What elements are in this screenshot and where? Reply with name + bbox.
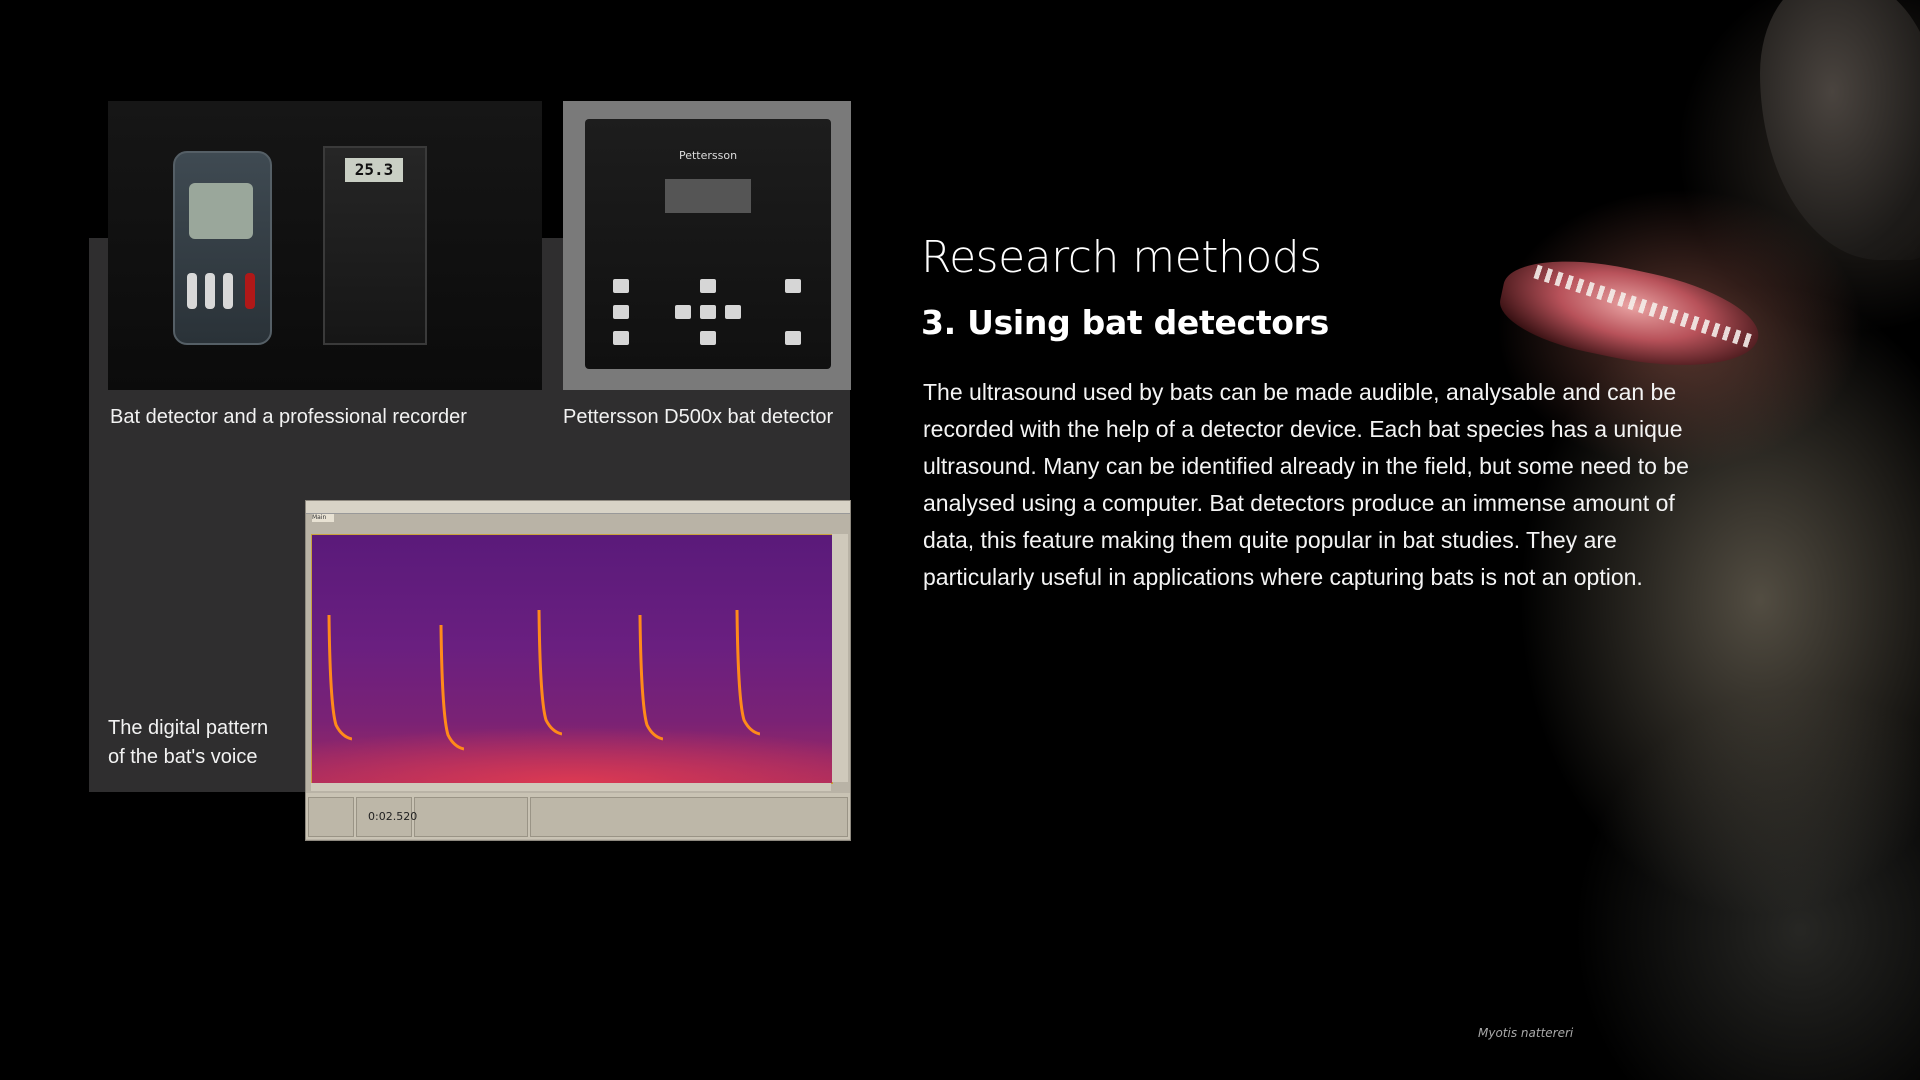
slide-body: The ultrasound used by bats can be made … [923,379,1689,590]
bat-call [734,610,760,740]
frequency-axis [832,534,848,782]
zoom-panel [414,797,528,837]
recorder-slider [205,273,215,309]
recorder-device [173,151,272,345]
pettersson-key [613,279,629,293]
slide-title: Research methods [921,232,1322,283]
slide-subtitle: 3. Using bat detectors [921,303,1329,342]
pettersson-key [700,305,716,319]
recorder-caption: Bat detector and a professional recorder [110,406,467,428]
detector-device: 25.3 [323,146,427,345]
recorder-slider [223,273,233,309]
species-caption: Myotis nattereri [1478,1026,1574,1040]
bat-call [637,615,663,745]
bat-mouth [1493,243,1767,387]
spectrogram-tab: Main [312,514,334,522]
time-readout: 0:02.520 [368,810,418,823]
pettersson-key [700,279,716,293]
pettersson-brand: Pettersson [678,149,738,162]
recorder-screen [189,183,253,239]
time-ruler [311,783,831,791]
bat-call [438,625,464,755]
pattern-caption: The digital pattern of the bat's voice [108,717,269,768]
spectrogram-toolbar [306,501,850,514]
pettersson-key [785,331,801,345]
detector-lcd: 25.3 [345,158,403,182]
bat-ear [1760,0,1920,260]
pettersson-display [665,179,751,213]
pettersson-key [785,279,801,293]
spectrogram-screenshot: Main 0:02.520 [305,500,851,841]
recorder-photo: 25.3 [108,101,542,390]
bat-call [326,615,352,745]
pettersson-key [725,305,741,319]
time-panel [356,797,412,837]
selection-panel [530,797,848,837]
bat-call [536,610,562,740]
pettersson-key [700,331,716,345]
record-button [245,273,255,309]
pettersson-key [613,305,629,319]
pettersson-key [675,305,691,319]
pettersson-device: Pettersson [585,119,831,369]
spectrogram-plot [311,534,833,784]
pettersson-key [613,331,629,345]
recorder-slider [187,273,197,309]
transport-controls [308,797,354,837]
bat-photo [1380,0,1920,1080]
spectrogram-controls [306,793,850,839]
pettersson-photo: Pettersson [563,101,851,390]
pettersson-caption: Pettersson D500x bat detector [563,406,834,428]
